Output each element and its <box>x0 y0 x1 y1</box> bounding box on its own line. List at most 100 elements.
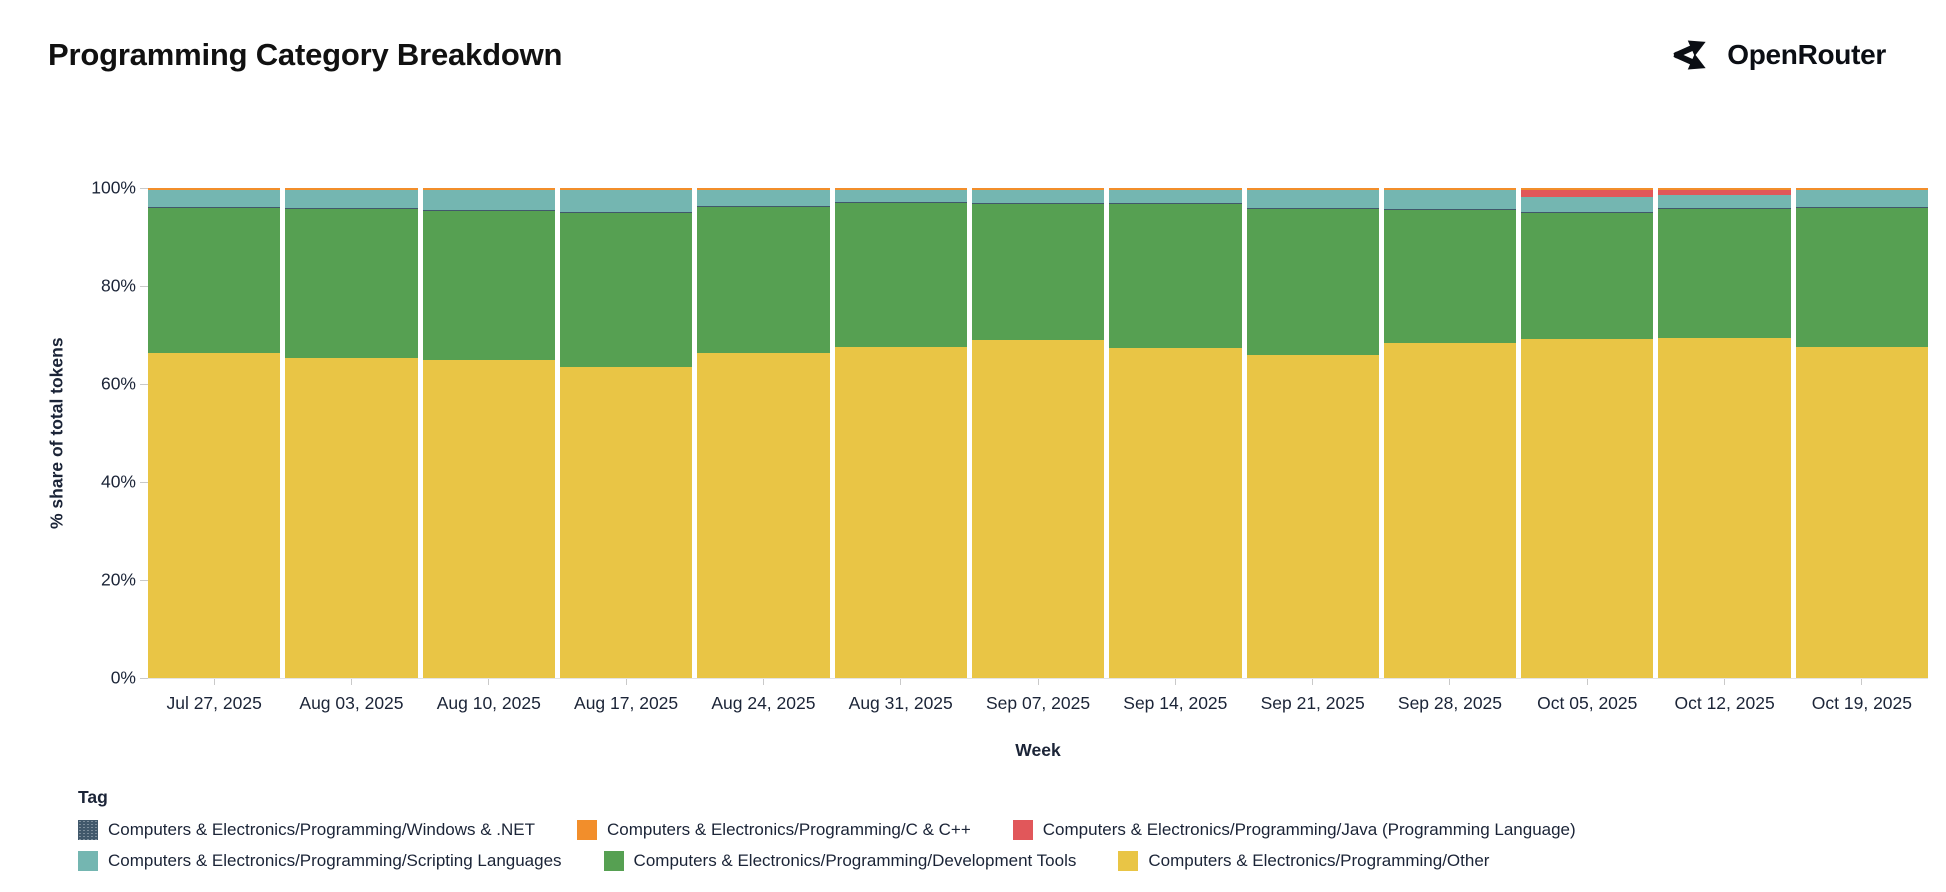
legend-item[interactable]: Computers & Electronics/Programming/Java… <box>1012 820 1576 840</box>
bar-segment[interactable] <box>1658 207 1791 209</box>
bar-segment[interactable] <box>1795 206 1929 208</box>
page-header: Programming Category Breakdown OpenRoute… <box>0 0 1946 76</box>
bar-segment[interactable] <box>559 213 693 367</box>
stacked-bar[interactable] <box>559 188 693 678</box>
stacked-bar[interactable] <box>697 188 830 678</box>
bar-segment[interactable] <box>148 189 281 208</box>
bar-segment[interactable] <box>1521 197 1654 212</box>
legend-item[interactable]: Computers & Electronics/Programming/Othe… <box>1118 851 1489 871</box>
bar-segment[interactable] <box>697 205 830 207</box>
legend-item[interactable]: Computers & Electronics/Programming/Wind… <box>78 820 535 840</box>
bar-segment[interactable] <box>1109 204 1242 349</box>
stacked-bar[interactable] <box>1658 188 1791 678</box>
bar-segment[interactable] <box>1658 189 1791 196</box>
bar-segment[interactable] <box>971 189 1105 204</box>
bar-segment[interactable] <box>285 189 418 209</box>
stacked-bar[interactable] <box>1109 188 1242 678</box>
bar-segment[interactable] <box>834 203 967 347</box>
stacked-bar[interactable] <box>1383 188 1517 678</box>
bar-segment[interactable] <box>1658 188 1791 190</box>
bar-segment[interactable] <box>559 188 693 190</box>
x-axis-ticks <box>148 678 1928 685</box>
bar-segment[interactable] <box>971 204 1105 340</box>
bar-segment[interactable] <box>1109 203 1242 205</box>
bar-segment[interactable] <box>1795 207 1929 347</box>
bar-segment[interactable] <box>1658 338 1791 678</box>
stacked-bar[interactable] <box>834 188 967 678</box>
bar-segment[interactable] <box>1383 342 1517 678</box>
bar-segment[interactable] <box>1521 189 1654 198</box>
stacked-bar[interactable] <box>285 188 418 678</box>
bar-segment[interactable] <box>148 353 281 678</box>
bar-segment[interactable] <box>1383 208 1517 210</box>
stacked-bar[interactable] <box>1246 188 1379 678</box>
bar-segment[interactable] <box>285 188 418 190</box>
bar-segment[interactable] <box>834 189 967 203</box>
legend-item[interactable]: Computers & Electronics/Programming/Deve… <box>603 851 1076 871</box>
bar-segment[interactable] <box>1383 188 1517 190</box>
bar-segment[interactable] <box>285 209 418 359</box>
bar-segment[interactable] <box>834 202 967 204</box>
stacked-bar[interactable] <box>148 188 281 678</box>
bar-segment[interactable] <box>1109 348 1242 678</box>
stacked-bar[interactable] <box>422 188 555 678</box>
bar-segment[interactable] <box>422 209 555 211</box>
y-tick-label: 100% <box>91 177 136 198</box>
bar-segment[interactable] <box>148 208 281 354</box>
bar-segment[interactable] <box>697 206 830 353</box>
bar-segment[interactable] <box>1658 195 1791 208</box>
legend-label: Computers & Electronics/Programming/C & … <box>607 820 971 839</box>
bar-segment[interactable] <box>1246 209 1379 356</box>
legend-swatch <box>603 851 624 871</box>
bar-segment[interactable] <box>1246 189 1379 209</box>
bar-segment[interactable] <box>1246 355 1379 678</box>
bar-segment[interactable] <box>559 212 693 213</box>
x-tick-mark <box>1724 678 1726 685</box>
bar-segment[interactable] <box>1658 208 1791 339</box>
bar-segment[interactable] <box>422 360 555 678</box>
legend-item[interactable]: Computers & Electronics/Programming/C & … <box>577 820 971 840</box>
chart: % share of total tokens 0% 20% 40% 60% 80% 10… <box>0 178 1946 761</box>
bar-segment[interactable] <box>1521 212 1654 339</box>
legend-item[interactable]: Computers & Electronics/Programming/Scri… <box>78 851 562 871</box>
bar-segment[interactable] <box>1521 338 1654 678</box>
bar-segment[interactable] <box>834 346 967 678</box>
bar-segment[interactable] <box>1795 189 1929 207</box>
x-tick-label: Aug 10, 2025 <box>436 693 541 713</box>
bar-segment[interactable] <box>1521 211 1654 213</box>
y-tick-mark <box>140 677 148 679</box>
stacked-bar[interactable] <box>971 188 1105 678</box>
bar-segment[interactable] <box>422 189 555 210</box>
bar-segment[interactable] <box>1521 188 1654 190</box>
bar-segment[interactable] <box>1246 188 1379 190</box>
bar-segment[interactable] <box>1246 208 1379 210</box>
bar-segment[interactable] <box>148 188 281 190</box>
bar-segment[interactable] <box>834 188 967 190</box>
bar-segment[interactable] <box>1795 346 1929 678</box>
bar-segment[interactable] <box>559 189 693 213</box>
bar-segment[interactable] <box>971 339 1105 678</box>
stacked-bar[interactable] <box>1521 188 1654 678</box>
bar-segment[interactable] <box>971 203 1105 205</box>
bar-segment[interactable] <box>697 352 830 678</box>
bar-segment[interactable] <box>559 366 693 678</box>
bar-segment[interactable] <box>697 189 830 206</box>
bar-segment[interactable] <box>422 188 555 190</box>
bar-segment[interactable] <box>148 207 281 209</box>
bar-segment[interactable] <box>285 358 418 678</box>
bar-segment[interactable] <box>422 210 555 360</box>
brand-name: OpenRouter <box>1727 39 1886 70</box>
x-tick-label: Oct 19, 2025 <box>1811 693 1913 713</box>
x-tick-mark <box>350 678 352 685</box>
stacked-bar[interactable] <box>1795 188 1929 678</box>
bar-segment[interactable] <box>971 188 1105 190</box>
bar-segment[interactable] <box>1383 189 1517 209</box>
bar-segment[interactable] <box>285 208 418 210</box>
bar-segment[interactable] <box>1383 209 1517 343</box>
legend-title: Tag <box>78 787 108 807</box>
bar-segment[interactable] <box>697 188 830 190</box>
legend-label: Computers & Electronics/Programming/Othe… <box>1148 851 1490 870</box>
bar-segment[interactable] <box>1795 188 1929 190</box>
bar-segment[interactable] <box>1109 188 1242 190</box>
bar-segment[interactable] <box>1109 189 1242 204</box>
